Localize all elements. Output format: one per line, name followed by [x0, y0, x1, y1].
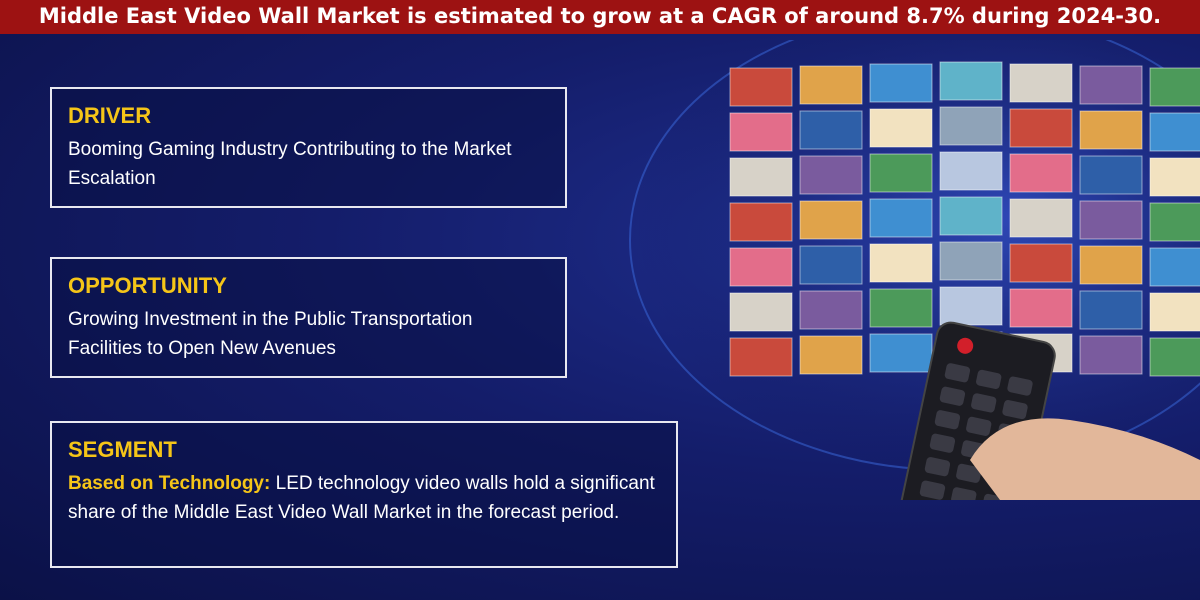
hand [970, 418, 1200, 500]
remote-key [966, 416, 992, 436]
opportunity-card: OPPORTUNITY Growing Investment in the Pu… [50, 257, 567, 378]
card-label: Based on Technology: [68, 473, 271, 494]
card-title: OPPORTUNITY [68, 273, 227, 298]
remote-key [976, 369, 1002, 390]
screen-tile [939, 106, 1003, 146]
remote-key [924, 457, 951, 477]
screen-tile [1149, 247, 1200, 287]
screen-tile [799, 200, 863, 240]
screen-tile [1009, 153, 1073, 193]
screen-tile [939, 151, 1003, 191]
screen-tile [799, 335, 863, 375]
screen-tile [1079, 335, 1143, 375]
screen-tile [869, 63, 933, 103]
page-title: Middle East Video Wall Market is estimat… [0, 0, 1200, 34]
screen-tile [729, 247, 793, 287]
screen-tile [1079, 110, 1143, 150]
screen-tile [1079, 155, 1143, 195]
screen-tile [729, 202, 793, 242]
screen-tile [1009, 108, 1073, 148]
screen-tile [869, 288, 933, 328]
screen-tile [939, 196, 1003, 236]
screen-tile [1009, 243, 1073, 283]
screen-tile [939, 61, 1003, 101]
screen-tile [799, 245, 863, 285]
screen-tile [799, 110, 863, 150]
screen-tile [1009, 63, 1073, 103]
screen-tile [729, 157, 793, 197]
screen-tile [1079, 200, 1143, 240]
screen-tile [1149, 337, 1200, 377]
screen-tile [729, 337, 793, 377]
screen-tile [1079, 290, 1143, 330]
screen-tile [799, 290, 863, 330]
screen-tile [939, 241, 1003, 281]
segment-card: SEGMENT Based on Technology: LED technol… [50, 421, 678, 568]
screen-tile [799, 155, 863, 195]
screen-tile [1149, 202, 1200, 242]
remote-key [934, 410, 961, 430]
card-body: LED technology video walls hold a signif… [68, 473, 655, 523]
screen-tile [1079, 245, 1143, 285]
remote-key [971, 393, 997, 413]
screen-tile [1079, 65, 1143, 105]
remote-key [939, 386, 966, 406]
remote-key [956, 463, 982, 483]
screen-tile [729, 67, 793, 107]
screen-tile [869, 243, 933, 283]
screen-tile [729, 112, 793, 152]
screen-tile [869, 153, 933, 193]
remote-key [944, 363, 971, 383]
driver-card: DRIVER Booming Gaming Industry Contribut… [50, 87, 567, 208]
screen-tile [1149, 157, 1200, 197]
screen-tile [1149, 292, 1200, 332]
screen-tile [939, 286, 1003, 326]
screen-tile [1149, 112, 1200, 152]
remote-key [929, 433, 956, 453]
screen-tile [729, 292, 793, 332]
screen-tile [1009, 288, 1073, 328]
screen-tile [869, 198, 933, 238]
screen-tile [869, 108, 933, 148]
screen-tile [799, 65, 863, 105]
remote-key [951, 487, 977, 500]
card-title: DRIVER [68, 103, 152, 128]
remote-key [1007, 376, 1033, 396]
remote-key [1002, 399, 1028, 420]
screen-tile [1149, 67, 1200, 107]
video-wall-illustration [629, 40, 1200, 500]
screen-tile [869, 333, 933, 373]
screen-tile [1009, 198, 1073, 238]
remote-key [919, 480, 946, 500]
card-title: SEGMENT [68, 437, 177, 462]
card-text: Growing Investment in the Public Transpo… [68, 309, 473, 359]
card-text: Based on Technology: LED technology vide… [68, 469, 660, 527]
card-text: Booming Gaming Industry Contributing to … [68, 139, 512, 189]
